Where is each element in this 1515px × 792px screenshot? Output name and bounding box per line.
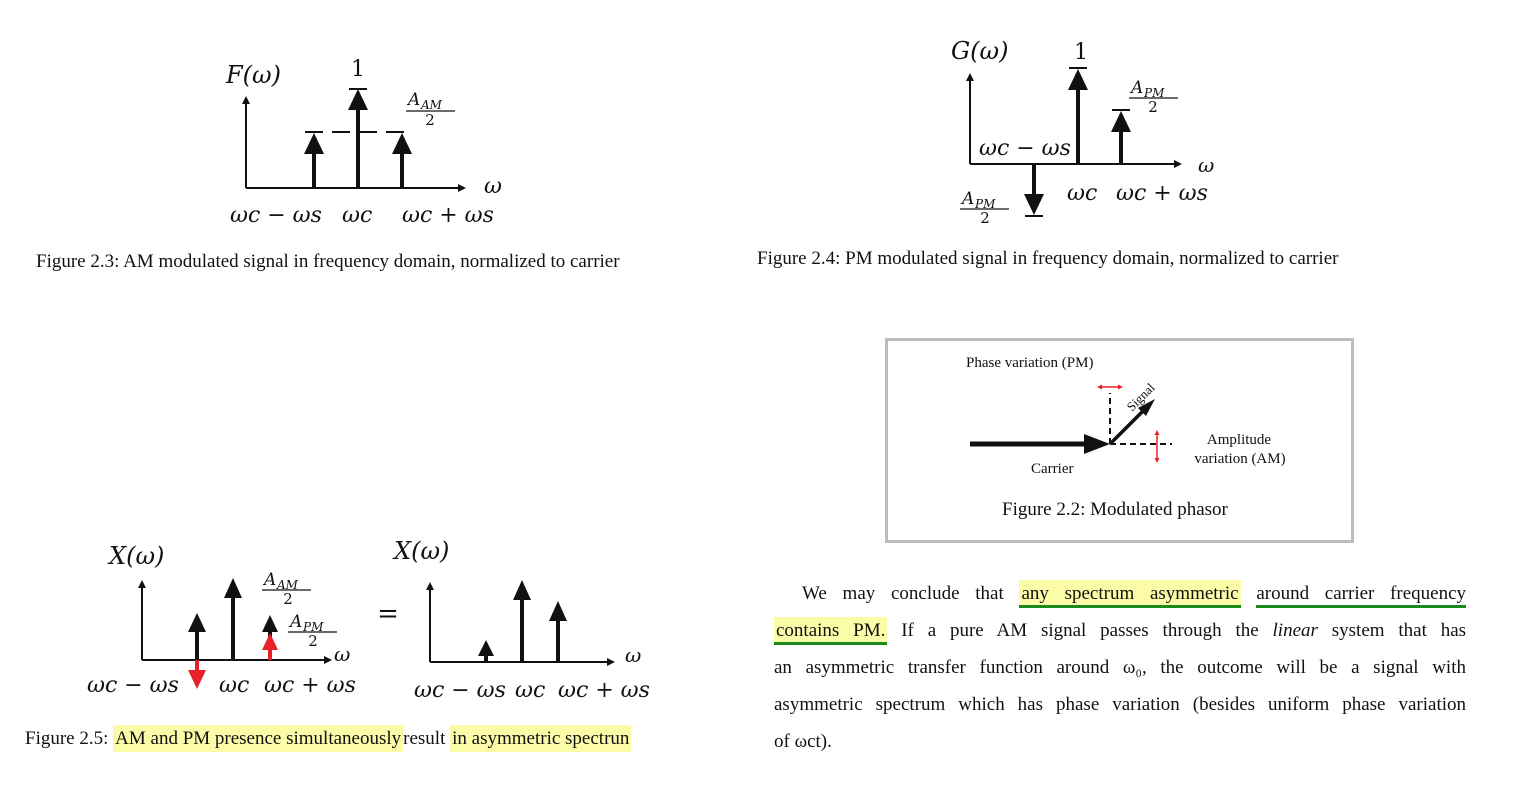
upper-amplitude-label: A PM 2 bbox=[1129, 78, 1178, 116]
y-label-left: X(ω) bbox=[107, 542, 164, 570]
svg-text:PM: PM bbox=[302, 620, 324, 634]
amplitude-label-line2: variation (AM) bbox=[1194, 451, 1285, 467]
y-label: F(ω) bbox=[225, 61, 281, 89]
impulse-carrier bbox=[513, 580, 531, 662]
tick-label-upper-right: ωc + ωs bbox=[558, 678, 650, 703]
paragraph-line-2: contains PM. If a pure AM signal passes … bbox=[774, 612, 1466, 649]
svg-text:A: A bbox=[406, 90, 420, 110]
am-amplitude-label: A AM 2 bbox=[262, 570, 311, 608]
caption-highlight-1: AM and PM presence simultaneously bbox=[113, 725, 404, 752]
tick-label-upper: ωc + ωs bbox=[402, 203, 494, 228]
svg-text:2: 2 bbox=[308, 632, 318, 650]
tick-label-upper: ωc + ωs bbox=[1116, 181, 1208, 206]
impulse-upper-sideband bbox=[392, 133, 412, 188]
svg-text:A: A bbox=[262, 570, 276, 590]
impulse-lower-sideband bbox=[304, 133, 324, 188]
figure-2-3-caption: Figure 2.3: AM modulated signal in frequ… bbox=[36, 251, 620, 272]
tick-label-carrier: ωc bbox=[1067, 181, 1097, 206]
caption-prefix: Figure 2.5: bbox=[25, 728, 109, 749]
figure-2-4-plot: G(ω) 1 A PM 2 A PM 2 ω ωc − ωs ωc ωc + ω… bbox=[951, 37, 1214, 227]
pm-amplitude-label: A PM 2 bbox=[288, 612, 337, 650]
x-label: ω bbox=[484, 174, 502, 199]
amplitude-label-line1: Amplitude bbox=[1207, 432, 1272, 448]
x-label-left: ω bbox=[334, 642, 350, 666]
svg-text:A: A bbox=[288, 612, 302, 632]
figure-2-3-plot: F(ω) 1 A AM 2 ω ωc − ωs ωc ωc + ωs bbox=[225, 57, 502, 228]
tick-label-lower-right: ωc − ωs bbox=[414, 678, 506, 703]
figure-2-2-phasor: Phase variation (PM) Signal Carrier Ampl… bbox=[966, 355, 1286, 477]
svg-text:PM: PM bbox=[1143, 86, 1165, 100]
x-label-right: ω bbox=[625, 643, 641, 667]
tick-label-carrier-right: ωc bbox=[515, 678, 545, 703]
tick-label-lower: ωc − ωs bbox=[230, 203, 322, 228]
figure-2-5-left-plot: X(ω) A AM 2 A PM 2 ω ωc − ωs ωc ωc + ωs bbox=[87, 542, 356, 698]
side-amplitude-label: A AM 2 bbox=[406, 90, 455, 129]
carrier-label: Carrier bbox=[1031, 461, 1073, 477]
x-label: ω bbox=[1198, 153, 1214, 177]
impulse-carrier bbox=[1068, 67, 1088, 164]
phasor-figure-frame bbox=[885, 338, 1354, 543]
impulse-lower-black bbox=[188, 613, 206, 660]
impulse-lower-red-negative bbox=[188, 660, 206, 689]
paragraph-line-1: We may conclude that any spectrum asymme… bbox=[774, 575, 1467, 612]
body-paragraph: We may conclude that any spectrum asymme… bbox=[774, 575, 1466, 760]
figure-2-5-caption: Figure 2.5: AM and PM presence simultane… bbox=[25, 725, 632, 752]
impulse-carrier bbox=[348, 88, 368, 188]
figure-2-5-right-plot: X(ω) ω ωc − ωs ωc ωc + ωs bbox=[392, 537, 650, 703]
svg-text:2: 2 bbox=[1148, 98, 1158, 116]
figure-2-4-caption: Figure 2.4: PM modulated signal in frequ… bbox=[757, 248, 1339, 269]
tick-label-lower-left: ωc − ωs bbox=[87, 673, 179, 698]
y-label-right: X(ω) bbox=[392, 537, 449, 565]
svg-text:AM: AM bbox=[420, 98, 443, 112]
svg-text:2: 2 bbox=[283, 590, 293, 608]
lower-amplitude-label: A PM 2 bbox=[960, 189, 1009, 227]
svg-text:2: 2 bbox=[425, 111, 435, 129]
impulse-lower-small bbox=[478, 640, 494, 662]
impulse-upper-sideband bbox=[1111, 109, 1131, 164]
peak-label: 1 bbox=[1074, 40, 1088, 65]
paragraph-line-4: asymmetric spectrum which has phase vari… bbox=[774, 694, 1466, 715]
svg-text:PM: PM bbox=[974, 197, 996, 211]
caption-middle: result bbox=[403, 728, 446, 749]
phase-variation-arrow bbox=[1097, 384, 1123, 390]
peak-label: 1 bbox=[351, 57, 365, 82]
highlight-asymmetric: any spectrum asymmetric bbox=[1019, 580, 1241, 608]
svg-text:AM: AM bbox=[276, 578, 299, 592]
svg-text:2: 2 bbox=[980, 209, 990, 227]
impulse-upper-red bbox=[262, 633, 278, 660]
tick-label-carrier-left: ωc bbox=[219, 673, 249, 698]
svg-text:A: A bbox=[1129, 78, 1143, 98]
paragraph-line-3: an asymmetric transfer function around ω… bbox=[774, 657, 1466, 678]
tick-label-lower: ωc − ωs bbox=[979, 136, 1071, 161]
highlight-contains-pm: contains PM. bbox=[774, 617, 888, 645]
figure-2-2-caption: Figure 2.2: Modulated phasor bbox=[1002, 499, 1228, 520]
equals-sign: = bbox=[377, 599, 399, 629]
y-label: G(ω) bbox=[951, 37, 1008, 65]
amplitude-variation-arrow bbox=[1154, 430, 1160, 463]
tick-label-upper-left: ωc + ωs bbox=[264, 673, 356, 698]
impulse-upper-large bbox=[549, 601, 567, 662]
tick-label-carrier: ωc bbox=[342, 203, 372, 228]
carrier-arrowhead bbox=[1084, 434, 1110, 454]
paragraph-line-5: of ωct). bbox=[774, 731, 832, 752]
caption-highlight-2: in asymmetric spectrun bbox=[450, 725, 632, 752]
impulse-carrier bbox=[224, 578, 242, 660]
signal-arrow-shaft bbox=[1108, 406, 1148, 446]
svg-text:A: A bbox=[960, 189, 974, 209]
phase-variation-label: Phase variation (PM) bbox=[966, 355, 1093, 371]
signal-arrowhead bbox=[1138, 399, 1155, 416]
impulse-lower-sideband-negative bbox=[1024, 164, 1044, 217]
